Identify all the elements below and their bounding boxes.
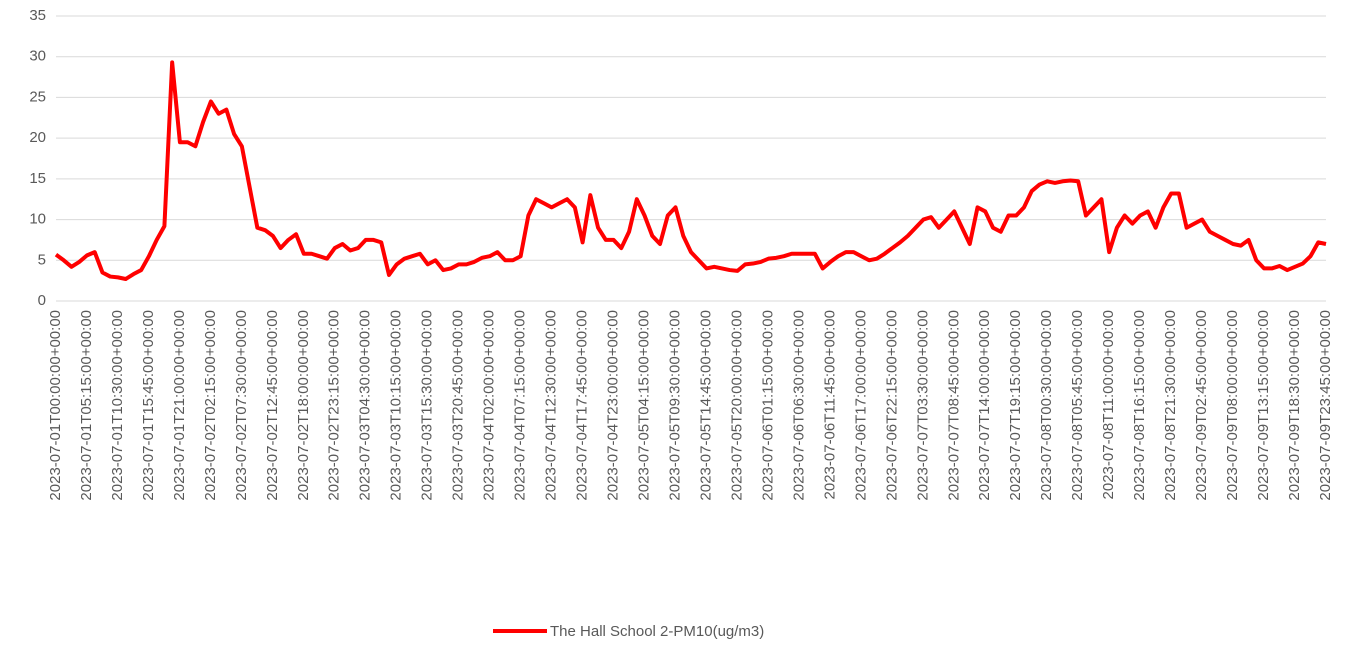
x-tick-label: 2023-07-07T08:45:00+00:00 [945, 310, 962, 501]
x-tick-label: 2023-07-05T20:00:00+00:00 [728, 310, 745, 501]
x-tick-label: 2023-07-09T13:15:00+00:00 [1255, 310, 1272, 501]
x-tick-label: 2023-07-04T23:00:00+00:00 [605, 310, 622, 501]
y-tick-label: 10 [29, 211, 46, 228]
x-tick-label: 2023-07-02T23:15:00+00:00 [326, 310, 343, 501]
x-tick-label: 2023-07-09T02:45:00+00:00 [1193, 310, 1210, 501]
x-tick-label: 2023-07-04T07:15:00+00:00 [512, 310, 529, 501]
x-tick-label: 2023-07-07T03:30:00+00:00 [914, 310, 931, 501]
x-tick-label: 2023-07-01T21:00:00+00:00 [171, 310, 188, 501]
x-tick-label: 2023-07-07T19:15:00+00:00 [1007, 310, 1024, 501]
x-tick-label: 2023-07-03T15:30:00+00:00 [419, 310, 436, 501]
y-tick-label: 25 [29, 88, 46, 105]
x-tick-label: 2023-07-01T15:45:00+00:00 [140, 310, 157, 501]
x-tick-label: 2023-07-05T09:30:00+00:00 [666, 310, 683, 501]
y-tick-label: 0 [38, 292, 46, 309]
x-tick-label: 2023-07-03T04:30:00+00:00 [357, 310, 374, 501]
x-tick-label: 2023-07-06T11:45:00+00:00 [821, 310, 838, 499]
y-tick-label: 20 [29, 129, 46, 146]
x-tick-label: 2023-07-02T18:00:00+00:00 [295, 310, 312, 501]
x-tick-label: 2023-07-08T05:45:00+00:00 [1069, 310, 1086, 501]
x-tick-label: 2023-07-08T00:30:00+00:00 [1038, 310, 1055, 501]
x-tick-label: 2023-07-06T01:15:00+00:00 [759, 310, 776, 501]
x-tick-label: 2023-07-03T10:15:00+00:00 [388, 310, 405, 501]
x-tick-label: 2023-07-05T04:15:00+00:00 [636, 310, 653, 501]
x-tick-label: 2023-07-09T23:45:00+00:00 [1317, 310, 1334, 501]
x-tick-label: 2023-07-08T16:15:00+00:00 [1131, 310, 1148, 501]
x-tick-label: 2023-07-03T20:45:00+00:00 [450, 310, 467, 501]
x-tick-label: 2023-07-02T12:45:00+00:00 [264, 310, 281, 501]
x-tick-label: 2023-07-06T17:00:00+00:00 [852, 310, 869, 501]
x-tick-label: 2023-07-05T14:45:00+00:00 [697, 310, 714, 501]
x-tick-label: 2023-07-02T02:15:00+00:00 [202, 310, 219, 501]
x-tick-label: 2023-07-06T22:15:00+00:00 [883, 310, 900, 501]
x-tick-label: 2023-07-08T21:30:00+00:00 [1162, 310, 1179, 501]
x-tick-label: 2023-07-02T07:30:00+00:00 [233, 310, 250, 501]
y-tick-label: 15 [29, 170, 46, 187]
y-tick-label: 5 [38, 251, 46, 268]
x-tick-label: 2023-07-01T10:30:00+00:00 [109, 310, 126, 501]
x-tick-label: 2023-07-04T17:45:00+00:00 [574, 310, 591, 501]
x-tick-label: 2023-07-08T11:00:00+00:00 [1100, 310, 1117, 499]
x-tick-label: 2023-07-09T18:30:00+00:00 [1286, 310, 1303, 501]
x-tick-label: 2023-07-06T06:30:00+00:00 [790, 310, 807, 501]
x-tick-label: 2023-07-01T00:00:00+00:00 [47, 310, 64, 501]
x-tick-label: 2023-07-01T05:15:00+00:00 [78, 310, 95, 501]
legend-label: The Hall School 2-PM10(ug/m3) [550, 623, 764, 640]
data-line [54, 60, 1327, 282]
y-tick-label: 30 [29, 48, 46, 65]
x-tick-label: 2023-07-04T12:30:00+00:00 [543, 310, 560, 501]
y-tick-label: 35 [29, 7, 46, 24]
x-tick-label: 2023-07-07T14:00:00+00:00 [976, 310, 993, 501]
x-tick-label: 2023-07-04T02:00:00+00:00 [481, 310, 498, 501]
x-tick-label: 2023-07-09T08:00:00+00:00 [1224, 310, 1241, 501]
